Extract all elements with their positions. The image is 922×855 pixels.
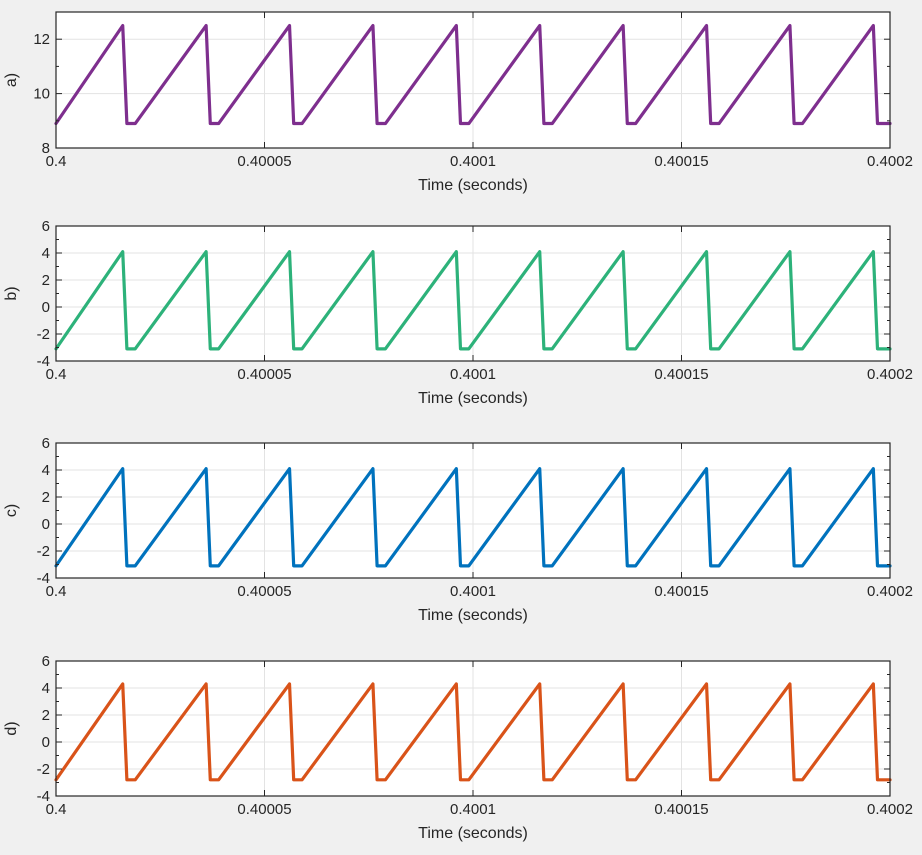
x-tick-label: 0.40005 [237,583,291,600]
y-tick-label: -4 [37,353,50,370]
x-tick-label: 0.4002 [867,583,913,600]
y-tick-label: 0 [42,734,50,751]
y-tick-label: 12 [33,31,50,48]
x-tick-label: 0.4 [46,366,67,383]
x-tick-label: 0.40015 [654,153,708,170]
y-tick-label: -2 [37,326,50,343]
y-tick-label: -4 [37,788,50,805]
x-tick-label: 0.4001 [450,153,496,170]
y-axis-label: a) [3,73,20,87]
x-axis-label: Time (seconds) [418,390,528,407]
y-tick-label: 8 [42,140,50,157]
x-tick-label: 0.40015 [654,583,708,600]
y-tick-label: 6 [42,435,50,452]
series-line [54,250,892,351]
x-tick-label: 0.4002 [867,153,913,170]
series-line [54,467,892,568]
y-tick-label: -4 [37,570,50,587]
y-tick-label: -2 [37,761,50,778]
y-axis-label: b) [3,286,20,300]
x-tick-label: 0.4001 [450,583,496,600]
x-tick-label: 0.40005 [237,366,291,383]
y-axis-label: d) [3,721,20,735]
y-tick-label: 2 [42,272,50,289]
y-tick-label: 6 [42,653,50,670]
x-tick-label: 0.40015 [654,366,708,383]
y-axis-label: c) [3,504,20,517]
subplot-1: 0.4 0.40005 0.4001 0.40015 0.4002 8 10 12 Time (… [3,11,913,194]
y-tick-label: -2 [37,543,50,560]
subplot-2: 0.4 0.40005 0.4001 0.40015 0.4002 -4 -2 0 2 4 6 Tim… [3,218,913,407]
x-tick-label: 0.40005 [237,153,291,170]
y-tick-label: 10 [33,86,50,103]
x-tick-label: 0.4001 [450,366,496,383]
subplot-3: 0.4 0.40005 0.4001 0.40015 0.4002 -4 -2 0 2 4 6 Tim… [3,435,913,624]
y-tick-label: 4 [42,680,50,697]
subplot-4: 0.4 0.40005 0.4001 0.40015 0.4002 -4 -2 0 2 4 6 Tim… [3,653,913,842]
y-tick-label: 2 [42,707,50,724]
y-tick-label: 0 [42,299,50,316]
series-line [54,24,892,126]
y-tick-label: 6 [42,218,50,235]
x-axis-label: Time (seconds) [418,825,528,842]
x-tick-label: 0.4002 [867,366,913,383]
y-tick-label: 2 [42,489,50,506]
x-tick-label: 0.40015 [654,801,708,818]
x-tick-label: 0.4001 [450,801,496,818]
y-tick-label: 4 [42,245,50,262]
x-tick-label: 0.4 [46,801,67,818]
y-tick-label: 4 [42,462,50,479]
x-tick-label: 0.40005 [237,801,291,818]
x-tick-label: 0.4 [46,583,67,600]
x-axis-label: Time (seconds) [418,177,528,194]
series-line [54,682,892,782]
x-axis-label: Time (seconds) [418,607,528,624]
x-tick-label: 0.4002 [867,801,913,818]
y-tick-label: 0 [42,516,50,533]
x-tick-label: 0.4 [46,153,67,170]
